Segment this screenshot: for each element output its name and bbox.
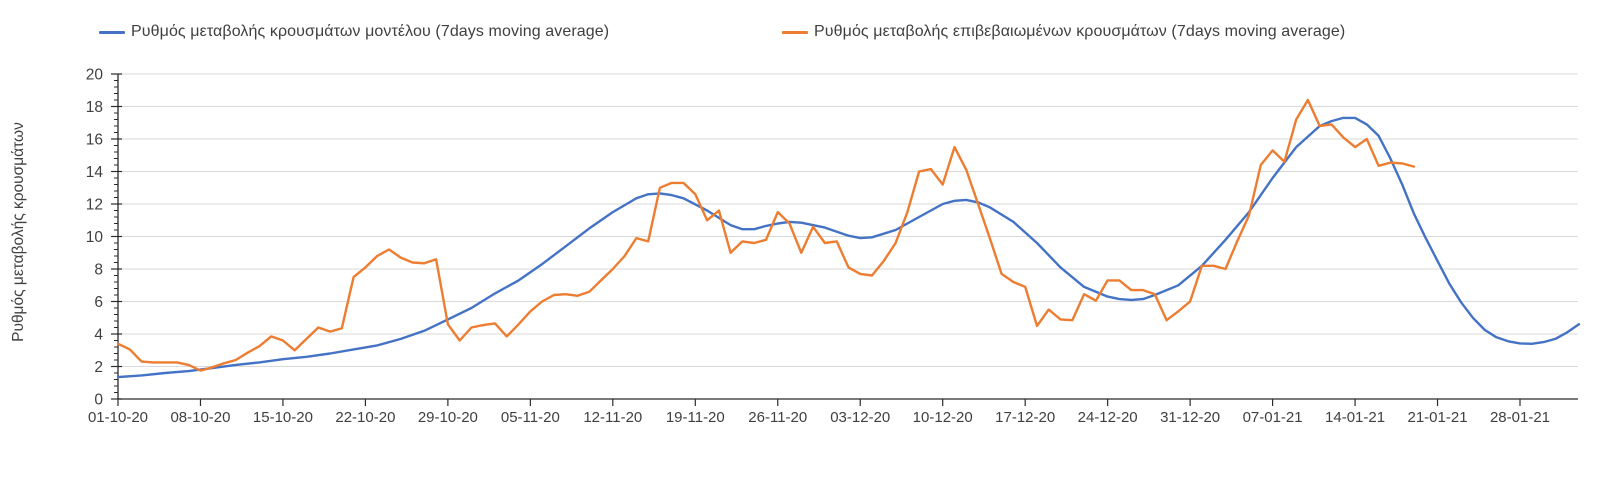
x-tick-label: 10-12-20 [913,409,973,426]
y-tick-label: 16 [86,132,103,149]
y-tick-label: 20 [86,67,104,84]
x-tick-label: 03-12-20 [830,409,890,426]
x-tick-label: 28-01-21 [1490,409,1550,426]
x-tick-label: 12-11-20 [583,409,642,426]
legend-line-swatch-model [99,30,125,34]
y-tick-label: 4 [94,327,103,344]
series-line-model [116,116,1581,379]
y-tick-label: 14 [86,164,104,181]
x-tick-label: 26-11-20 [748,409,807,426]
x-tick-label: 07-01-21 [1243,409,1303,426]
series-line-confirmed [116,98,1416,372]
x-tick-label: 05-11-20 [501,409,560,426]
x-tick-label: 14-01-21 [1325,409,1385,426]
y-tick-label: 10 [86,229,104,246]
x-tick-label: 08-10-20 [170,409,230,426]
legend-line-swatch-confirmed [782,30,808,34]
x-tick-label: 01-10-20 [88,409,148,426]
y-tick-label: 0 [94,392,103,409]
x-tick-label: 22-10-20 [335,409,395,426]
legend-label-model: Ρυθμός μεταβολής κρουσμάτων μοντέλου (7d… [131,23,610,40]
legend-label-confirmed: Ρυθμός μεταβολής επιβεβαιωμένων κρουσμάτ… [814,23,1346,40]
legend-item-model: Ρυθμός μεταβολής κρουσμάτων μοντέλου (7d… [99,22,609,42]
x-tick-label: 24-12-20 [1078,409,1138,426]
y-tick-label: 12 [86,197,103,214]
legend-item-confirmed: Ρυθμός μεταβολής επιβεβαιωμένων κρουσμάτ… [782,22,1345,42]
x-tick-label: 31-12-20 [1160,409,1220,426]
y-tick-label: 2 [94,359,103,376]
y-tick-label: 8 [94,262,103,279]
y-tick-label: 18 [86,99,103,116]
y-tick-label: 6 [94,294,103,311]
x-tick-label: 21-01-21 [1408,409,1468,426]
x-tick-label: 19-11-20 [666,409,725,426]
x-tick-label: 15-10-20 [253,409,313,426]
x-tick-label: 29-10-20 [418,409,478,426]
x-tick-label: 17-12-20 [995,409,1055,426]
